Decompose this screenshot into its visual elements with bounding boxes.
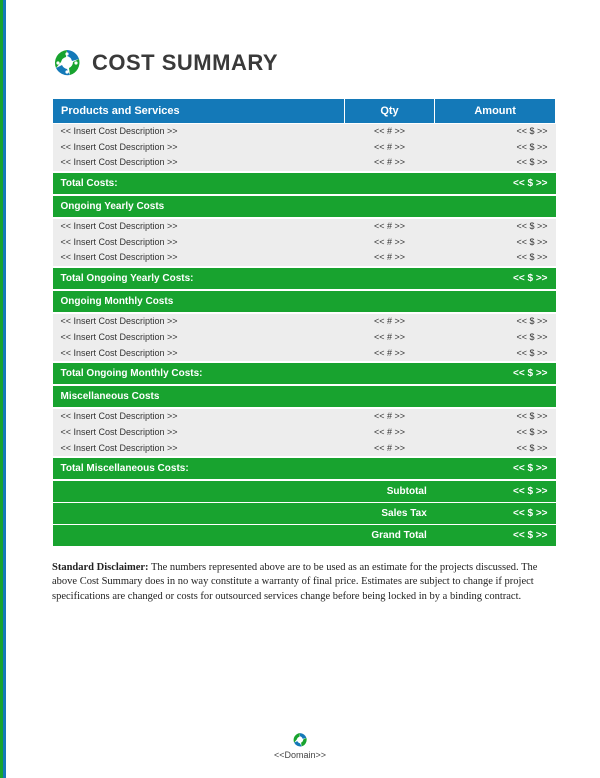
table-row: << Insert Cost Description >><< # >><< $…: [53, 408, 556, 425]
table-row: << Insert Cost Description >><< # >><< $…: [53, 425, 556, 441]
table-row: << Insert Cost Description >><< # >><< $…: [53, 441, 556, 458]
footer-domain: <<Domain>>: [274, 750, 326, 760]
col-qty: Qty: [344, 99, 435, 124]
table-row: << Insert Cost Description >><< # >><< $…: [53, 124, 556, 140]
section-heading: Ongoing Monthly Costs: [53, 290, 556, 313]
table-row: << Insert Cost Description >><< # >><< $…: [53, 330, 556, 346]
section-heading: Miscellaneous Costs: [53, 385, 556, 408]
summary-row: Grand Total<< $ >>: [53, 525, 556, 547]
accent-stripe: [0, 0, 6, 778]
section-heading: Ongoing Yearly Costs: [53, 195, 556, 218]
cost-table: Products and Services Qty Amount << Inse…: [52, 98, 556, 547]
summary-row: Sales Tax<< $ >>: [53, 503, 556, 525]
col-amount: Amount: [435, 99, 556, 124]
page-content: COST SUMMARY Products and Services Qty A…: [0, 0, 600, 624]
page-footer: <<Domain>>: [0, 732, 600, 760]
table-row: << Insert Cost Description >><< # >><< $…: [53, 346, 556, 363]
section-total: Total Costs:<< $ >>: [53, 172, 556, 195]
table-row: << Insert Cost Description >><< # >><< $…: [53, 313, 556, 330]
summary-row: Subtotal<< $ >>: [53, 480, 556, 503]
disclaimer: Standard Disclaimer: The numbers represe…: [52, 561, 556, 604]
logo-icon: [52, 48, 82, 78]
table-row: << Insert Cost Description >><< # >><< $…: [53, 218, 556, 235]
section-total: Total Miscellaneous Costs:<< $ >>: [53, 457, 556, 480]
title-row: COST SUMMARY: [52, 48, 556, 78]
table-row: << Insert Cost Description >><< # >><< $…: [53, 155, 556, 172]
table-row: << Insert Cost Description >><< # >><< $…: [53, 250, 556, 267]
col-products: Products and Services: [53, 99, 345, 124]
disclaimer-label: Standard Disclaimer:: [52, 562, 149, 573]
section-total: Total Ongoing Monthly Costs:<< $ >>: [53, 362, 556, 385]
footer-logo-icon: [292, 732, 308, 748]
section-total: Total Ongoing Yearly Costs:<< $ >>: [53, 267, 556, 290]
table-row: << Insert Cost Description >><< # >><< $…: [53, 140, 556, 156]
table-row: << Insert Cost Description >><< # >><< $…: [53, 235, 556, 251]
table-header: Products and Services Qty Amount: [53, 99, 556, 124]
page-title: COST SUMMARY: [92, 50, 278, 76]
